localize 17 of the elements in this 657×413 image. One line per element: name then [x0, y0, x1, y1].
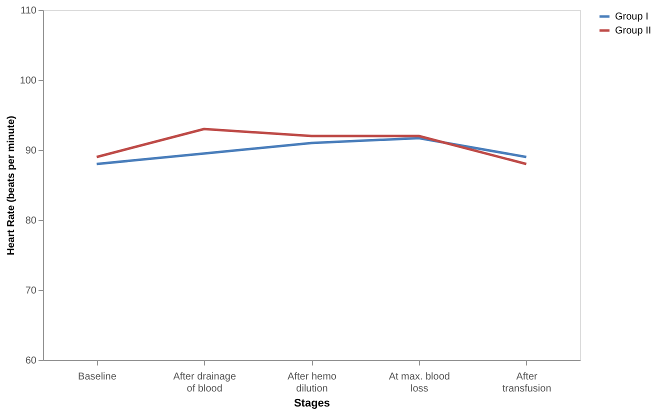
- line-series: [95, 136, 528, 166]
- line-series: [95, 128, 528, 166]
- y-tick-label: 90: [25, 146, 37, 156]
- x-tick-label: After drainage of blood: [173, 372, 236, 394]
- x-tick-label: After hemo dilution: [288, 372, 337, 394]
- x-tick-label: Baseline: [78, 372, 117, 382]
- y-tick-label: 60: [25, 356, 37, 366]
- x-axis-title: Stages: [294, 398, 330, 410]
- legend-label: Group II: [615, 26, 652, 36]
- y-tick-label: 80: [25, 216, 37, 226]
- legend-label: Group I: [615, 12, 648, 22]
- y-axis-title: Heart Rate (beats per minute): [6, 116, 17, 256]
- y-tick-label: 110: [20, 6, 37, 16]
- y-tick-label: 100: [20, 76, 37, 86]
- y-tick-label: 70: [25, 286, 37, 296]
- x-tick-label: After transfusion: [502, 372, 552, 394]
- x-tick-label: At max. blood loss: [388, 372, 450, 394]
